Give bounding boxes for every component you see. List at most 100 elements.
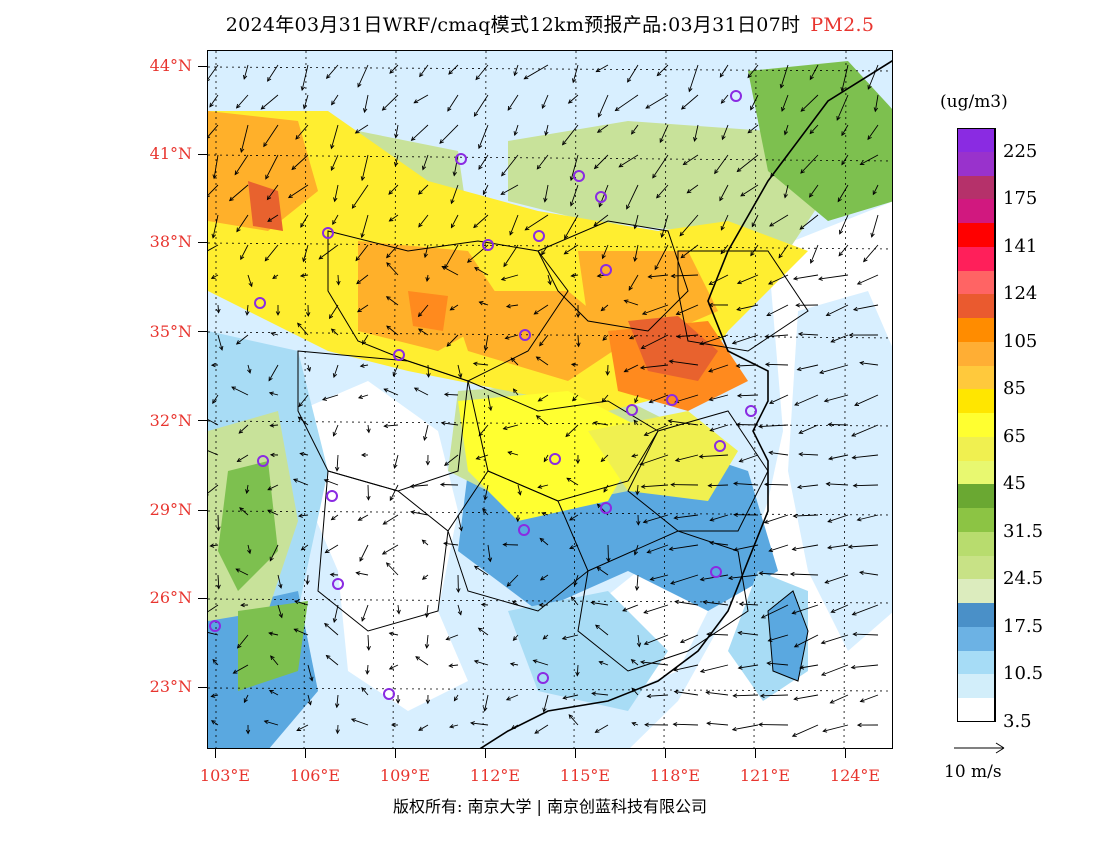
wind-arrow <box>615 94 639 111</box>
wind-arrow <box>300 274 309 277</box>
wind-arrow-head <box>542 635 548 640</box>
wind-arrow-head <box>766 661 772 666</box>
wind-arrow-head <box>733 512 738 517</box>
wind-arrow <box>644 634 669 645</box>
wind-arrow-head <box>388 665 394 670</box>
wind-arrow-head <box>488 406 493 412</box>
wind-arrow <box>652 154 669 179</box>
wind-arrow <box>508 451 519 456</box>
wind-arrow <box>544 184 549 202</box>
wind-arrow <box>414 387 429 396</box>
wind-arrow-head <box>478 431 483 437</box>
lat-tick-label: 35°N <box>149 322 192 341</box>
wind-arrow-head <box>298 513 303 518</box>
wind-arrow-head <box>852 631 858 637</box>
wind-arrow-head <box>680 253 686 259</box>
wind-arrow <box>426 274 429 282</box>
wind-arrow <box>826 483 849 486</box>
colorbar-swatch <box>957 365 995 390</box>
wind-arrow-head <box>417 312 423 318</box>
wind-arrow-head <box>800 169 805 174</box>
wind-arrow-head <box>473 565 479 570</box>
wind-arrow <box>538 484 549 488</box>
wind-arrow-head <box>827 518 833 523</box>
wind-arrow <box>827 544 849 549</box>
wind-arrow <box>213 154 219 179</box>
wind-arrow <box>596 567 609 576</box>
wind-arrow <box>457 604 462 615</box>
wind-arrow-head <box>450 199 455 205</box>
wind-arrow <box>229 184 249 201</box>
wind-arrow <box>326 64 339 79</box>
wind-arrow <box>208 184 219 196</box>
wind-arrow <box>534 304 549 315</box>
wind-arrow-head <box>873 107 879 113</box>
wind-arrow <box>778 244 789 258</box>
map-panel <box>207 50 893 749</box>
wind-arrow <box>784 184 789 198</box>
wind-arrow-head <box>473 223 478 229</box>
wind-arrow-head <box>449 724 454 729</box>
wind-arrow <box>793 274 819 280</box>
wind-arrow <box>357 304 369 313</box>
wind-arrow <box>210 544 219 547</box>
wind-arrow <box>669 544 699 550</box>
wind-arrow <box>818 274 849 280</box>
wind-arrow-head <box>264 256 270 262</box>
wind-arrow <box>382 544 399 555</box>
wind-arrow <box>506 694 519 701</box>
wind-arrow-head <box>851 432 857 437</box>
wind-arrow <box>768 634 789 642</box>
wind-arrow <box>819 364 849 374</box>
wind-arrow-head <box>636 642 642 648</box>
wind-arrow <box>238 424 249 434</box>
wind-arrow <box>333 424 339 437</box>
wind-arrow <box>482 508 489 516</box>
wind-arrow-head <box>235 568 241 573</box>
wind-arrow <box>352 184 369 209</box>
wind-arrow <box>769 451 789 456</box>
wind-arrow <box>356 572 369 576</box>
wind-arrow-head <box>645 104 651 109</box>
wind-arrow <box>267 214 279 222</box>
wind-arrow <box>670 574 699 585</box>
wind-arrow-head <box>228 196 234 202</box>
wind-arrow <box>640 454 669 465</box>
wind-arrow-head <box>480 602 486 607</box>
wind-arrow-head <box>332 431 337 437</box>
wind-arrow <box>857 274 879 285</box>
wind-arrow <box>337 724 339 734</box>
wind-arrow <box>247 274 253 287</box>
wind-arrow <box>564 214 579 239</box>
wind-arrow <box>307 694 312 705</box>
wind-arrow <box>545 124 549 136</box>
wind-arrow-head <box>439 482 445 487</box>
wind-arrow <box>709 274 729 285</box>
wind-arrow-head <box>268 631 274 636</box>
wind-arrow <box>860 154 879 165</box>
wind-arrow-head <box>598 660 604 666</box>
wind-arrow <box>300 214 309 228</box>
wind-arrow <box>764 514 789 524</box>
wind-arrow <box>680 244 699 259</box>
wind-arrow <box>793 514 819 517</box>
wind-arrow <box>828 423 849 426</box>
wind-arrow-head <box>248 282 253 288</box>
wind-arrow <box>267 484 279 491</box>
wind-arrow <box>211 274 219 279</box>
wind-arrow-head <box>298 402 303 408</box>
wind-arrow-head <box>791 546 797 552</box>
wind-arrow <box>389 64 399 74</box>
wind-arrow <box>641 334 669 349</box>
wind-scale-label: 10 m/s <box>944 762 1002 782</box>
wind-arrow-head <box>523 75 529 80</box>
lat-tick-label: 23°N <box>149 677 192 696</box>
wind-arrow-head <box>542 707 547 713</box>
wind-arrow-head <box>457 373 463 379</box>
wind-arrow-head <box>851 611 857 616</box>
wind-arrow-head <box>389 496 394 502</box>
wind-arrow <box>540 574 549 581</box>
wind-arrow-head <box>783 193 788 199</box>
wind-arrow-head <box>533 310 539 315</box>
wind-arrow-head <box>732 693 738 698</box>
